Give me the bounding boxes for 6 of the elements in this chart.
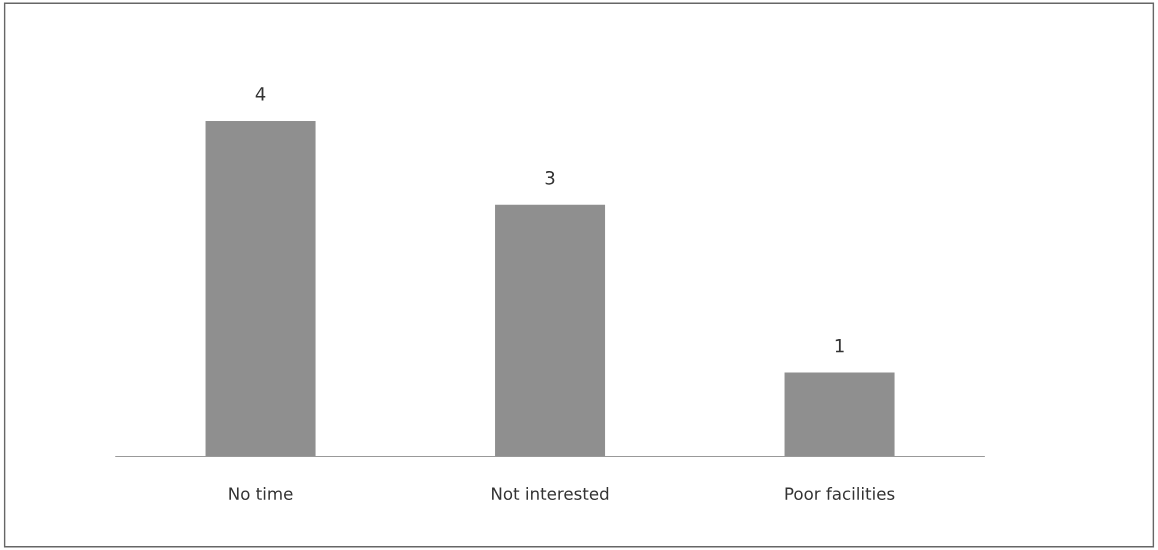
x-tick-label: Poor facilities bbox=[785, 487, 895, 500]
x-tick-label: No time bbox=[229, 487, 293, 500]
data-label: 4 bbox=[255, 87, 266, 101]
x-tick-label: Not interested bbox=[492, 487, 609, 500]
data-label: 1 bbox=[835, 339, 844, 353]
data-label: 3 bbox=[545, 170, 555, 185]
